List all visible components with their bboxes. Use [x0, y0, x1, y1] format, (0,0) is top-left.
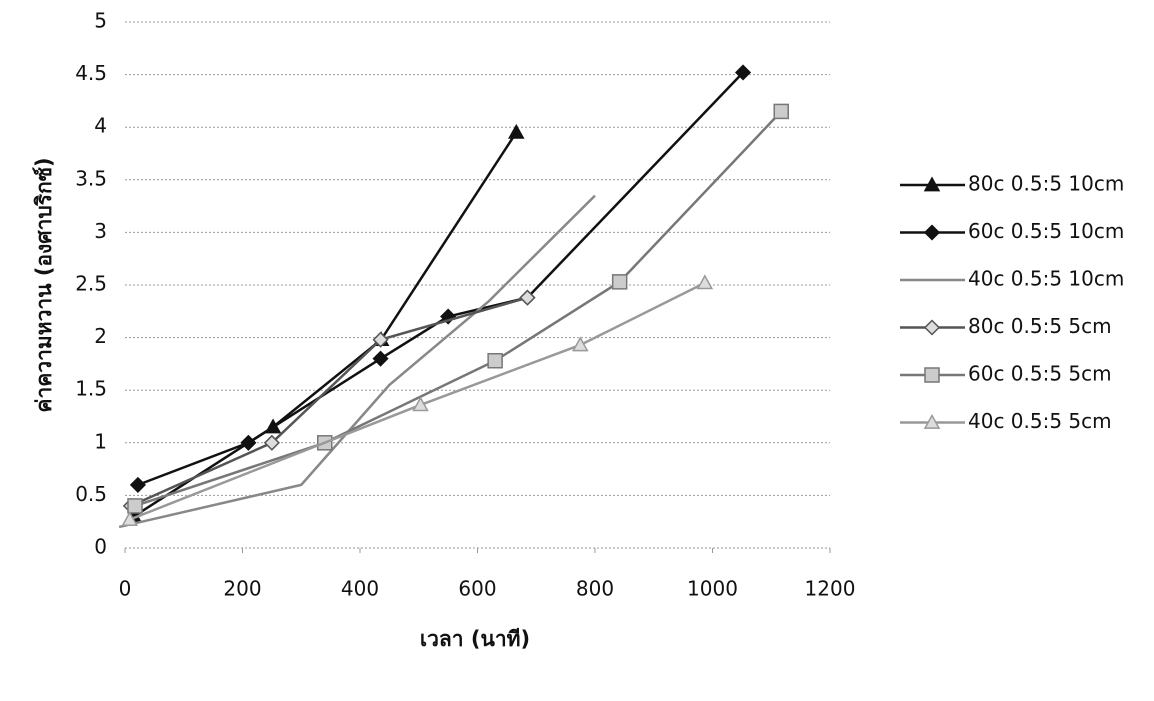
- legend-label: 60c 0.5:5 5cm: [968, 362, 1112, 386]
- legend-label: 40c 0.5:5 5cm: [968, 409, 1112, 433]
- series-line: [131, 298, 528, 506]
- marker: [241, 436, 255, 450]
- y-tick-label: 5: [94, 9, 107, 33]
- legend-label: 80c 0.5:5 10cm: [968, 172, 1124, 196]
- x-tick-label: 1200: [805, 577, 856, 601]
- x-tick-label: 1000: [687, 577, 738, 601]
- chart: เวลา (นาที) ค่าความหวาน (องศาบริกซ์) 0 0.…: [0, 0, 1154, 701]
- x-tick-label: 400: [341, 577, 379, 601]
- series-line: [130, 283, 705, 520]
- y-tick-label: 3.5: [75, 166, 107, 190]
- legend-entry: 80c 0.5:5 5cm: [900, 314, 1112, 338]
- legend-label: 40c 0.5:5 10cm: [968, 267, 1124, 291]
- series-line: [135, 111, 781, 506]
- marker: [131, 478, 145, 492]
- marker: [374, 352, 388, 366]
- x-tick-label: 600: [458, 577, 496, 601]
- x-axis-title: เวลา (นาที): [420, 627, 530, 651]
- marker: [613, 275, 627, 289]
- x-tick-label: 800: [576, 577, 614, 601]
- marker: [925, 226, 939, 240]
- y-tick-label: 2.5: [75, 272, 107, 296]
- y-tick-label: 0.5: [75, 482, 107, 506]
- marker: [128, 499, 142, 513]
- marker: [774, 104, 788, 118]
- y-tick-label: 2: [94, 324, 107, 348]
- legend-entry: 40c 0.5:5 10cm: [900, 267, 1124, 291]
- marker: [698, 276, 712, 289]
- legend-entry: 60c 0.5:5 5cm: [900, 362, 1112, 386]
- y-tick-label: 1.5: [75, 377, 107, 401]
- x-tick-label: 0: [119, 577, 132, 601]
- legend-entry: 40c 0.5:5 5cm: [900, 409, 1112, 433]
- series-line: [138, 72, 743, 484]
- marker: [925, 321, 939, 335]
- marker: [573, 338, 587, 351]
- marker: [925, 368, 939, 382]
- legend-entry: 60c 0.5:5 10cm: [900, 219, 1124, 243]
- legend-label: 80c 0.5:5 5cm: [968, 314, 1112, 338]
- marker: [488, 354, 502, 368]
- y-tick-label: 1: [94, 429, 107, 453]
- y-tick-label: 4: [94, 114, 107, 138]
- legend-label: 60c 0.5:5 10cm: [968, 219, 1124, 243]
- y-tick-label: 0: [94, 535, 107, 559]
- y-tick-label: 3: [94, 219, 107, 243]
- y-axis-title: ค่าความหวาน (องศาบริกซ์): [32, 157, 56, 412]
- legend-entry: 80c 0.5:5 10cm: [900, 172, 1124, 196]
- y-tick-label: 4.5: [75, 61, 107, 85]
- x-tick-label: 200: [223, 577, 261, 601]
